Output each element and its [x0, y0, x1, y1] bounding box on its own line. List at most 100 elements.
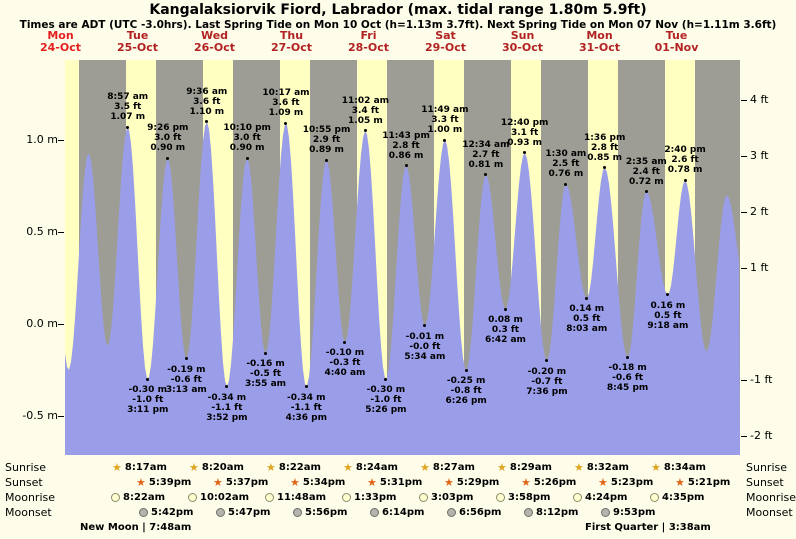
sunset-entry: ★ 5:34pm — [290, 476, 345, 488]
moonrise-label-right: Moonrise — [746, 491, 796, 504]
tide-curve-svg — [65, 121, 740, 455]
tide-chart: 8:57 am 3.5 ft 1.07 m -0.30 m -1.0 ft 3:11 pm… — [65, 60, 740, 455]
page-subtitle: Times are ADT (UTC -3.0hrs). Last Spring… — [19, 19, 777, 31]
sunrise-time: 8:34am — [663, 461, 706, 473]
sunset-icon: ★ — [521, 475, 531, 489]
day-label-date: 25-Oct — [116, 41, 158, 54]
moonset-icon — [370, 507, 379, 517]
moonset-time: 5:47pm — [228, 506, 271, 518]
tide-extreme-annotation: -0.18 m -0.6 ft 8:45 pm — [606, 363, 649, 394]
sunset-entry: ★ 5:26pm — [521, 476, 576, 488]
sunset-label-right: Sunset — [746, 476, 784, 489]
sunset-entry: ★ 5:23pm — [598, 476, 653, 488]
sunrise-icon: ★ — [651, 460, 661, 474]
axis-tick — [741, 380, 747, 382]
tide-extreme-annotation: 10:10 pm 3.0 ft 0.90 m — [223, 123, 271, 154]
sunrise-entry: ★ 8:17am — [112, 461, 167, 473]
sunset-icon: ★ — [598, 475, 608, 489]
sunset-icon: ★ — [213, 475, 223, 489]
moonset-time: 6:14pm — [382, 506, 425, 518]
moonset-label-right: Moonset — [746, 506, 793, 519]
tide-extreme-dot — [404, 164, 408, 168]
moonrise-entry: 8:22am — [111, 491, 165, 503]
sunrise-time: 8:27am — [432, 461, 475, 473]
moonset-entry: 8:12pm — [524, 506, 578, 518]
tide-extreme-annotation: 8:57 am 3.5 ft 1.07 m — [107, 92, 149, 123]
tide-extreme-dot — [545, 359, 549, 363]
moon-phase-new-moon: New Moon | 7:48am — [80, 522, 192, 533]
day-label-weekday: Mon — [47, 29, 74, 42]
moonrise-entry: 3:03pm — [419, 491, 473, 503]
day-label: Wed 26-Oct — [176, 30, 253, 54]
tide-extreme-dot — [626, 355, 630, 359]
tide-extreme-annotation: 11:49 am 3.3 ft 1.00 m — [421, 105, 469, 135]
moonrise-entry: 10:02am — [188, 491, 249, 503]
tide-extreme-dot — [126, 125, 130, 129]
sunset-time: 5:37pm — [225, 476, 269, 488]
y-axis-label-ft: 1 ft — [750, 260, 769, 274]
sunset-icon: ★ — [136, 475, 146, 489]
day-label: Thu 27-Oct — [253, 30, 330, 54]
tide-extreme-dot — [423, 324, 427, 328]
axis-tick — [741, 99, 747, 101]
moonset-entry: 6:56pm — [447, 506, 501, 518]
tide-extreme-annotation: -0.20 m -0.7 ft 7:36 pm — [526, 366, 568, 397]
sunrise-icon: ★ — [574, 460, 584, 474]
sunset-time: 5:23pm — [610, 476, 654, 488]
tide-extreme-annotation: 0.16 m 0.5 ft 9:18 am — [647, 300, 689, 331]
axis-tick — [741, 436, 747, 438]
moonset-time: 9:53pm — [613, 506, 656, 518]
sunset-icon: ★ — [444, 475, 454, 489]
tide-extreme-annotation: 0.14 m 0.5 ft 8:03 am — [566, 304, 608, 335]
sunset-icon: ★ — [290, 475, 300, 489]
moonset-entry: 5:42pm — [139, 506, 193, 518]
sunrise-label-left: Sunrise — [5, 461, 47, 474]
y-axis-label-ft: 4 ft — [750, 92, 769, 106]
day-label: Mon 24-Oct — [22, 30, 99, 54]
y-axis-label-m: 0.0 m — [26, 317, 58, 330]
tide-extreme-dot — [484, 173, 488, 177]
sunset-label-left: Sunset — [5, 476, 43, 489]
tide-extreme-annotation: -0.30 m -1.0 ft 5:26 pm — [365, 385, 407, 416]
day-label-date: 29-Oct — [424, 41, 466, 54]
tide-extreme-dot — [284, 121, 288, 125]
y-axis-label-m: -0.5 m — [22, 409, 58, 422]
moonset-icon — [139, 507, 148, 517]
sunrise-icon: ★ — [112, 460, 122, 474]
tide-extreme-dot — [205, 120, 209, 124]
tide-area — [65, 121, 740, 455]
moonset-time: 5:42pm — [151, 506, 194, 518]
day-label-date: 01-Nov — [654, 41, 699, 54]
day-label: Fri 28-Oct — [330, 30, 407, 54]
sunrise-entry: ★ 8:24am — [343, 461, 398, 473]
tide-extreme-annotation: 9:36 am 3.6 ft 1.10 m — [186, 86, 228, 117]
sunset-icon: ★ — [675, 475, 685, 489]
day-label-date: 31-Oct — [578, 41, 620, 54]
sunrise-icon: ★ — [497, 460, 507, 474]
sunrise-entry: ★ 8:32am — [574, 461, 629, 473]
sunrise-time: 8:24am — [355, 461, 398, 473]
tide-extreme-annotation: 9:26 pm 3.0 ft 0.90 m — [147, 123, 189, 154]
moonrise-icon — [111, 492, 120, 502]
tide-extreme-annotation: 11:02 am 3.4 ft 1.05 m — [341, 95, 390, 126]
sunset-entry: ★ 5:21pm — [675, 476, 730, 488]
day-label-date: 30-Oct — [501, 41, 543, 54]
day-label-date: 24-Oct — [39, 41, 81, 54]
tide-extreme-annotation: -0.10 m -0.3 ft 4:40 am — [324, 348, 366, 379]
day-label-date: 28-Oct — [347, 41, 389, 54]
moonrise-entry: 4:24pm — [573, 491, 627, 503]
moonrise-time: 1:33pm — [354, 491, 397, 503]
moonrise-icon — [650, 492, 659, 502]
tide-extreme-annotation: 12:40 pm 3.1 ft 0.93 m — [500, 117, 549, 148]
sunset-time: 5:26pm — [533, 476, 577, 488]
tide-extreme-dot — [325, 158, 329, 162]
day-label: Mon 31-Oct — [561, 30, 638, 54]
sunrise-entry: ★ 8:22am — [266, 461, 321, 473]
moonset-entry: 6:14pm — [370, 506, 424, 518]
tide-extreme-dot — [503, 307, 507, 311]
tide-extreme-dot — [585, 296, 589, 300]
tide-extreme-dot — [343, 340, 347, 344]
sunrise-time: 8:29am — [509, 461, 552, 473]
tide-extreme-annotation: 0.08 m 0.3 ft 6:42 am — [484, 315, 526, 346]
tide-extreme-annotation: -0.16 m -0.5 ft 3:55 am — [245, 359, 287, 390]
